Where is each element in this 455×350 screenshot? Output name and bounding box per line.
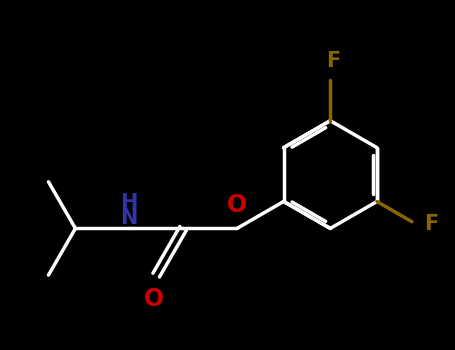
Text: O: O [143, 287, 163, 311]
Text: O: O [227, 193, 247, 217]
Text: F: F [326, 51, 340, 71]
Text: N: N [121, 208, 138, 228]
Text: H: H [121, 193, 138, 213]
Text: F: F [424, 215, 438, 234]
